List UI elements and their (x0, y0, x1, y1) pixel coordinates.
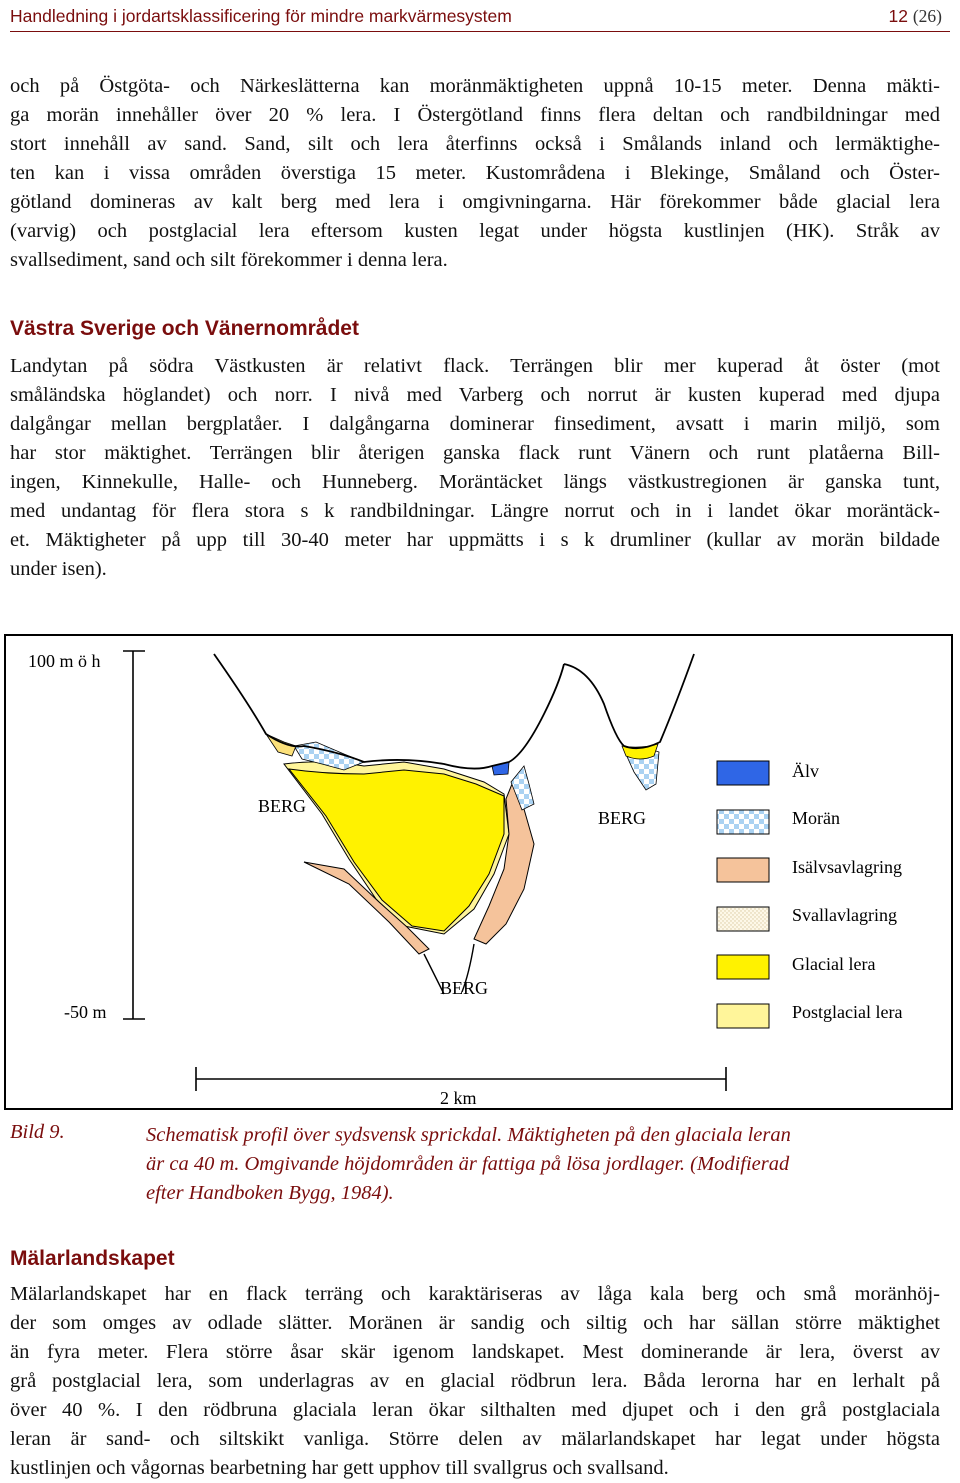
paragraph-ostergotland: och på Östgöta- och Närkeslätterna kan m… (10, 72, 940, 275)
moraine-patch-left (293, 741, 366, 771)
text-line: Landytan på södra Västkusten är relativt… (10, 355, 940, 377)
legend-swatch-river (716, 760, 770, 786)
text-line: leran är sand- och siltskikt vanliga. St… (10, 1428, 940, 1450)
terrain-outline-main (213, 653, 565, 770)
text-line: et. Mäktigheter på upp till 30-40 meter … (10, 529, 940, 551)
legend-label-moraine: Morän (792, 808, 840, 828)
text-line: dalgångar mellan bergplatåer. I dalgånga… (10, 413, 940, 435)
document-title: Handledning i jordartsklassificering för… (10, 6, 512, 26)
text-line: småländska höglandet) och norr. I nivå m… (10, 384, 940, 406)
axis-label-top: 100 m ö h (28, 651, 101, 671)
terrain-outline-right (563, 653, 695, 750)
figure-frame (4, 634, 953, 1110)
caption-line: är ca 40 m. Omgivande höjdområden är fat… (146, 1153, 790, 1175)
glaciofluvial-deposit-right (473, 782, 535, 945)
text-line: ten kan i vissa områden överstiga 15 met… (10, 162, 940, 184)
figure-caption: Schematisk profil över sydsvensk sprickd… (146, 1121, 936, 1208)
text-line: ga morän innehåller över 20 % lera. I Ös… (10, 104, 940, 126)
moraine-patch-mid (510, 765, 535, 811)
figure-profile: 100 m ö h -50 m BERG BERG BERG 2 (4, 634, 954, 1112)
text-line: än fyra meter. Flera större åsar skär ig… (10, 1341, 940, 1363)
page-total: (26) (912, 6, 942, 26)
text-line: ingen, Kinnekulle, Halle- och Hunneberg.… (10, 471, 940, 493)
bedrock-label-bottom: BERG (440, 978, 488, 998)
caption-line: efter Handboken Bygg, 1984). (146, 1182, 394, 1204)
header-rule (10, 31, 950, 32)
legend-label-postglacial-clay: Postglacial lera (792, 1002, 902, 1022)
axis-label-bottom: -50 m (64, 1002, 107, 1022)
legend-label-river: Älv (792, 761, 819, 781)
glaciofluvial-deposit-left (303, 861, 430, 955)
text-line: och på Östgöta- och Närkeslätterna kan m… (10, 75, 940, 97)
bedrock-label-left: BERG (258, 796, 306, 816)
text-line: över 40 %. I den rödbruna glaciala leran… (10, 1399, 940, 1421)
paragraph-vastra-sverige: Landytan på södra Västkusten är relativt… (10, 352, 940, 584)
text-line: har stor mäktighet. Terrängen blir återi… (10, 442, 940, 464)
bedrock-label-mid: BERG (598, 808, 646, 828)
text-line: under isen). (10, 558, 107, 580)
legend-label-shore-deposit: Svallavlagring (792, 905, 897, 925)
profile-diagram: 100 m ö h -50 m BERG BERG BERG 2 (4, 634, 953, 1110)
text-line: stort innehåll av sand. Sand, silt och l… (10, 133, 940, 155)
legend-swatch-postglacial-clay (716, 1003, 770, 1029)
running-header: Handledning i jordartsklassificering för… (10, 6, 942, 30)
text-line: Mälarlandskapet har en flack terräng och… (10, 1283, 940, 1305)
bedrock-fissure-1 (423, 953, 445, 995)
text-line: der som omges av odlade slätter. Moränen… (10, 1312, 940, 1334)
legend-swatch-moraine (716, 809, 770, 835)
legend: Älv Morän Isälvsavlagring Svallavlagring… (716, 760, 902, 1029)
section-heading-vastra-sverige: Västra Sverige och Vänernområdet (10, 317, 359, 340)
page-current: 12 (888, 6, 908, 26)
text-line: (varvig) och postglacial lera eftersom k… (10, 220, 940, 242)
text-line: grå postglacial lera, som underlagras av… (10, 1370, 940, 1392)
section-heading-malarlandskapet: Mälarlandskapet (10, 1247, 175, 1270)
legend-swatch-glacial-clay (716, 954, 770, 980)
caption-line: Schematisk profil över sydsvensk sprickd… (146, 1124, 791, 1146)
text-line: kustlinjen och vågornas bearbetning har … (10, 1457, 669, 1479)
text-line: svallsediment, sand och silt förekommer … (10, 249, 448, 271)
glacial-clay-layer (287, 768, 505, 932)
text-line: götland domineras av kalt berg med lera … (10, 191, 940, 213)
paragraph-malarlandskapet: Mälarlandskapet har en flack terräng och… (10, 1280, 940, 1483)
text-line: med undantag för flera stora s k randbil… (10, 500, 940, 522)
figure-caption-label: Bild 9. (10, 1121, 65, 1143)
legend-swatch-shore-deposit (716, 906, 770, 932)
scale-label: 2 km (440, 1088, 477, 1108)
legend-label-glaciofluvial: Isälvsavlagring (792, 857, 902, 877)
page-number: 12 (26) (889, 6, 943, 27)
legend-label-glacial-clay: Glacial lera (792, 954, 875, 974)
bedrock-fissure-2 (461, 943, 475, 993)
legend-swatch-glaciofluvial (716, 857, 770, 883)
